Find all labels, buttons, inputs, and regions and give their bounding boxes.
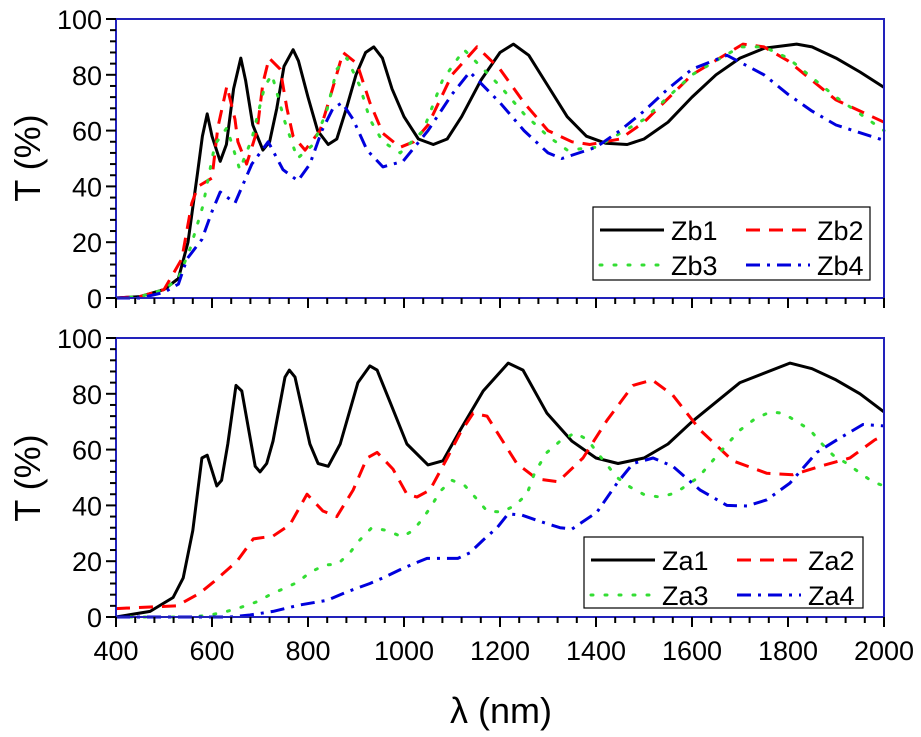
y-tick-label: 80 (72, 61, 102, 91)
y-tick-label: 60 (72, 436, 102, 466)
legend-label-Za1: Za1 (662, 546, 709, 576)
y-tick-label: 0 (87, 284, 102, 314)
series-line-Zb4 (116, 53, 885, 300)
panel-top: 0 20 40 60 80 100 Zb1 Zb2 Zb3 Zb4 (57, 5, 886, 314)
y-tick-label: 0 (87, 603, 102, 633)
legend-label-Zb4: Zb4 (817, 251, 864, 281)
legend-label-Za2: Za2 (808, 546, 855, 576)
legend-box (592, 206, 871, 281)
legend: Za1 Za2 Za3 Za4 (583, 536, 864, 611)
y-tick-label: 40 (72, 172, 102, 202)
series-line-Za1 (115, 361, 885, 619)
x-tick-label: 1800 (758, 636, 818, 666)
series-line-Zb3 (114, 45, 886, 300)
y-tick-label: 20 (72, 228, 102, 258)
y-axis-label-top: T (%) (7, 114, 48, 201)
x-tick-label: 1600 (662, 636, 722, 666)
x-tick-label: 400 (93, 636, 138, 666)
series-line-Za3 (114, 410, 886, 619)
legend-label-Za3: Za3 (662, 581, 709, 611)
legend-label-Zb1: Zb1 (671, 216, 718, 246)
x-tick-label: 1400 (566, 636, 626, 666)
x-tick-label: 1200 (470, 636, 530, 666)
y-tick-label: 60 (72, 117, 102, 147)
y-tick-label: 40 (72, 491, 102, 521)
legend-label-Zb2: Zb2 (817, 216, 864, 246)
series-line-Zb2 (115, 42, 885, 300)
y-tick-label: 100 (57, 5, 102, 35)
series-line-Za4 (116, 423, 885, 619)
y-tick-label: 100 (57, 324, 102, 354)
x-tick-label: 1000 (374, 636, 434, 666)
legend-label-Zb3: Zb3 (671, 251, 718, 281)
series-line-Zb1 (115, 42, 885, 300)
legend-label-Za4: Za4 (808, 581, 855, 611)
y-tick-label: 80 (72, 380, 102, 410)
panel-bottom: 400 600 800 1000 1200 1400 1600 1800 2000 0 20 40 60… (57, 324, 914, 666)
y-tick-label: 20 (72, 547, 102, 577)
x-tick-label: 800 (285, 636, 330, 666)
series-line-Za2 (115, 378, 885, 611)
x-axis-label: λ (nm) (450, 690, 552, 731)
x-tick-label: 600 (189, 636, 234, 666)
x-tick-label: 2000 (854, 636, 914, 666)
legend-box (583, 536, 864, 609)
y-axis-label-bottom: T (%) (7, 434, 48, 521)
legend: Zb1 Zb2 Zb3 Zb4 (592, 206, 871, 281)
